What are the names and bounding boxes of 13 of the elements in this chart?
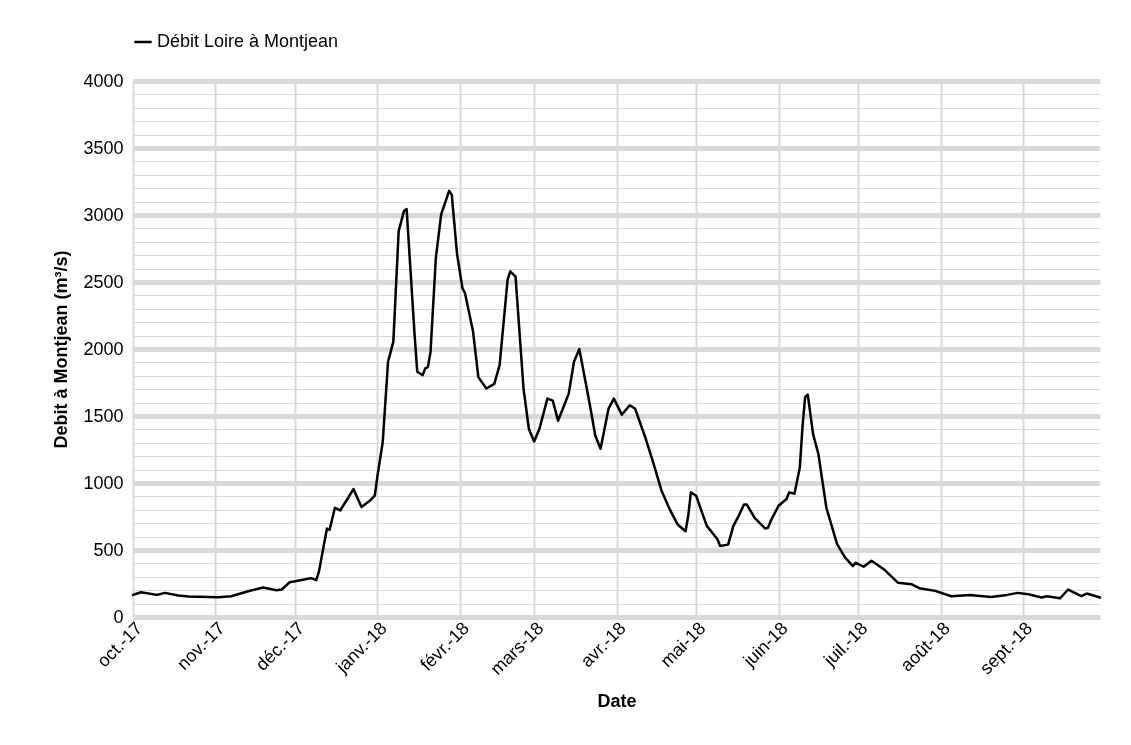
y-tick-label: 3000: [83, 204, 124, 225]
y-tick-label: 1500: [83, 405, 124, 426]
line-series: [131, 189, 1102, 600]
y-axis-title: Debit à Montjean (m³/s): [51, 250, 72, 449]
y-tick-label: 3500: [83, 137, 124, 158]
y-tick-label: 4000: [83, 70, 124, 91]
y-tick-label: 500: [93, 539, 124, 560]
x-axis-title: Date: [597, 690, 637, 711]
y-tick-label: 0: [113, 606, 124, 627]
legend-label: Débit Loire à Montjean: [157, 31, 339, 51]
y-tick-label: 2000: [83, 338, 124, 359]
y-tick-label: 2500: [83, 271, 124, 292]
y-tick-label: 1000: [83, 472, 124, 493]
